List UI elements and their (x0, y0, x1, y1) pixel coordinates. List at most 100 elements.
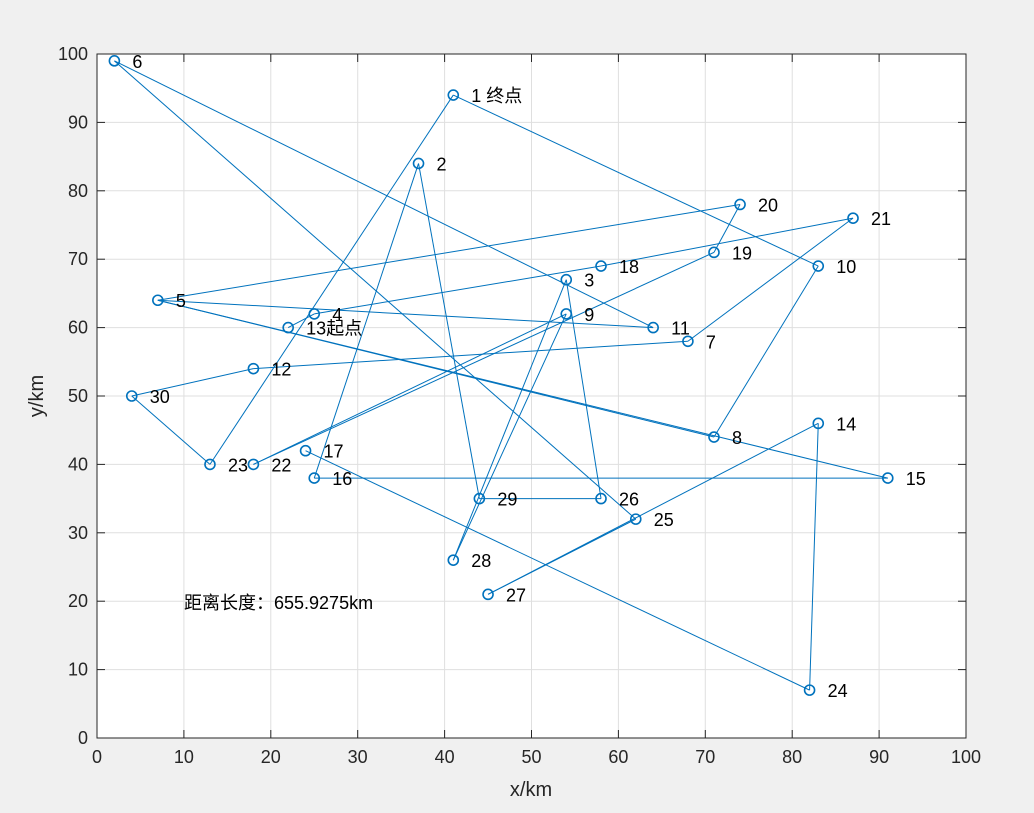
route-segment (687, 217, 854, 342)
route-segment (453, 94, 819, 267)
point-marker (629, 513, 642, 525)
point-label: 17 (324, 442, 344, 462)
route-segment (418, 163, 480, 499)
point-label: 9 (584, 305, 594, 325)
point-marker (595, 492, 607, 505)
point-label: 6 (132, 52, 142, 72)
route-segment (157, 299, 888, 479)
point-label: 25 (654, 510, 674, 530)
point-label: 13起点 (306, 319, 362, 339)
route-segment (131, 395, 211, 465)
x-tick-label: 80 (782, 747, 802, 767)
point-marker (247, 458, 260, 471)
route-segment (713, 204, 741, 253)
point-label: 8 (732, 428, 742, 448)
point-label: 15 (906, 469, 926, 489)
y-tick-label: 80 (68, 181, 88, 201)
point-marker (125, 390, 138, 402)
point-label: 10 (836, 257, 856, 277)
point-marker (803, 684, 816, 696)
point-marker (308, 472, 321, 484)
route-segment (600, 217, 854, 267)
point-label: 19 (732, 243, 752, 263)
grid (97, 54, 966, 738)
point-label: 16 (332, 469, 352, 489)
y-tick-label: 40 (68, 454, 88, 474)
y-tick-label: 100 (58, 44, 88, 64)
point-marker (812, 417, 825, 430)
x-tick-label: 100 (951, 747, 981, 767)
point-label: 11 (671, 319, 690, 339)
route-segment (131, 368, 254, 397)
route-segment (305, 450, 810, 691)
x-tick-label: 70 (695, 747, 715, 767)
point-marker (282, 321, 294, 334)
point-marker (734, 198, 746, 211)
route-segment (452, 313, 567, 561)
point-marker (482, 588, 494, 601)
route-segment (253, 313, 567, 465)
point-marker (881, 472, 894, 484)
point-marker (812, 260, 825, 272)
y-tick-label: 90 (68, 112, 88, 132)
x-tick-label: 50 (521, 747, 541, 767)
route-segment (209, 94, 454, 465)
y-tick-label: 20 (68, 591, 88, 611)
route-segment (565, 279, 602, 499)
y-tick-label: 10 (68, 660, 88, 680)
point-label: 12 (271, 360, 291, 380)
y-tick-label: 0 (78, 728, 88, 748)
route-segment (314, 265, 602, 315)
point-marker (204, 458, 216, 471)
point-marker (108, 55, 121, 67)
point-marker (708, 431, 720, 443)
point-label: 3 (584, 271, 594, 291)
x-tick-label: 20 (261, 747, 281, 767)
point-markers (108, 55, 894, 696)
point-labels: 1 终点2345678910111213起点141516171819202122… (132, 52, 925, 701)
point-marker (308, 308, 321, 320)
point-label: 2 (437, 154, 447, 174)
point-label: 29 (497, 490, 517, 510)
point-label: 20 (758, 195, 778, 215)
x-tick-label: 0 (92, 747, 102, 767)
y-tick-label: 30 (68, 523, 88, 543)
point-label: 26 (619, 490, 639, 510)
y-tick-label: 50 (68, 386, 88, 406)
point-marker (708, 246, 720, 259)
route-segment (253, 340, 688, 370)
point-marker (447, 554, 460, 566)
point-label: 18 (619, 257, 639, 277)
point-label: 5 (176, 291, 186, 311)
point-marker (447, 89, 460, 101)
point-label: 7 (706, 332, 716, 352)
point-marker (682, 335, 694, 348)
point-label: 14 (836, 414, 856, 434)
x-tick-label: 60 (608, 747, 628, 767)
point-label: 30 (150, 387, 170, 407)
x-tick-label: 40 (435, 747, 455, 767)
point-marker (473, 492, 486, 505)
point-marker (560, 308, 573, 320)
point-marker (152, 294, 164, 307)
x-tick-label: 30 (348, 747, 368, 767)
point-marker (560, 273, 573, 286)
route-segment (313, 163, 420, 479)
route-segment (452, 279, 567, 561)
route-segment (157, 299, 654, 329)
point-label: 24 (828, 681, 848, 701)
route-segment (713, 265, 819, 438)
point-marker (847, 212, 859, 224)
route-path (114, 60, 888, 691)
y-tick-label: 60 (68, 318, 88, 338)
point-marker (647, 321, 659, 334)
point-label: 28 (471, 551, 491, 571)
point-marker (595, 260, 607, 272)
y-axis-label: y/km (26, 375, 48, 417)
point-marker (412, 157, 425, 170)
x-axis-label: x/km (510, 779, 552, 801)
x-tick-label: 10 (174, 747, 194, 767)
point-label: 21 (871, 209, 891, 229)
